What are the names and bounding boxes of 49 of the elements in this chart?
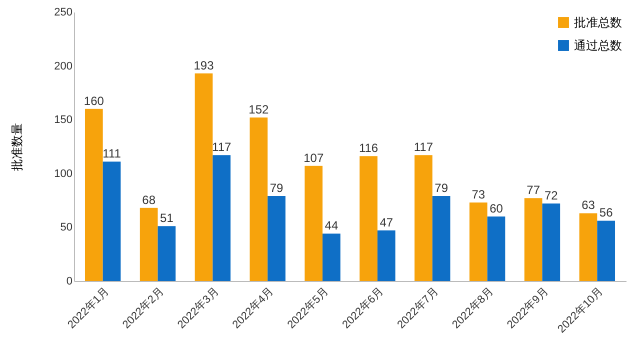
bar [469,202,488,281]
data-label: 44 [324,218,338,233]
y-tick-label: 150 [54,114,72,126]
data-label: 117 [212,140,232,154]
data-label: 107 [304,150,324,165]
data-label: 193 [194,58,214,72]
data-label: 60 [490,201,504,216]
data-label: 47 [380,215,394,230]
y-tick-label: 200 [54,60,72,72]
data-label: 51 [160,211,174,226]
bar [542,204,560,281]
bar [102,162,121,281]
bar [432,196,450,281]
bar [322,234,340,281]
y-axis-title: 批准数量 [10,123,24,171]
bar [250,117,268,281]
bar [579,213,598,281]
data-label: 117 [414,140,434,154]
data-label: 79 [434,180,448,195]
bar [194,73,213,281]
bar [212,155,231,281]
data-label: 79 [270,180,284,195]
data-label: 116 [358,141,378,156]
legend-label: 批准总数 [574,16,622,30]
data-label: 152 [248,102,270,116]
data-label: 73 [472,187,486,202]
y-tick-label: 100 [54,168,72,180]
bar [524,198,542,281]
bar [140,208,158,281]
bar [158,226,176,281]
y-tick-label: 250 [54,6,72,18]
bar [377,230,396,281]
bar [597,220,616,281]
data-label: 63 [582,198,596,212]
bar [84,108,103,281]
data-label: 72 [544,188,558,203]
legend-label: 通过总数 [574,38,622,52]
data-label: 77 [526,183,540,198]
y-tick-label: 0 [66,276,72,288]
bar [414,155,432,281]
bar [304,166,323,281]
data-label: 56 [599,206,614,220]
bar [487,216,506,281]
data-label: 68 [142,192,156,207]
y-tick-label: 50 [60,222,72,234]
bar [268,196,286,281]
data-label: 160 [84,94,104,108]
bar [360,156,378,281]
data-label: 111 [102,146,122,161]
